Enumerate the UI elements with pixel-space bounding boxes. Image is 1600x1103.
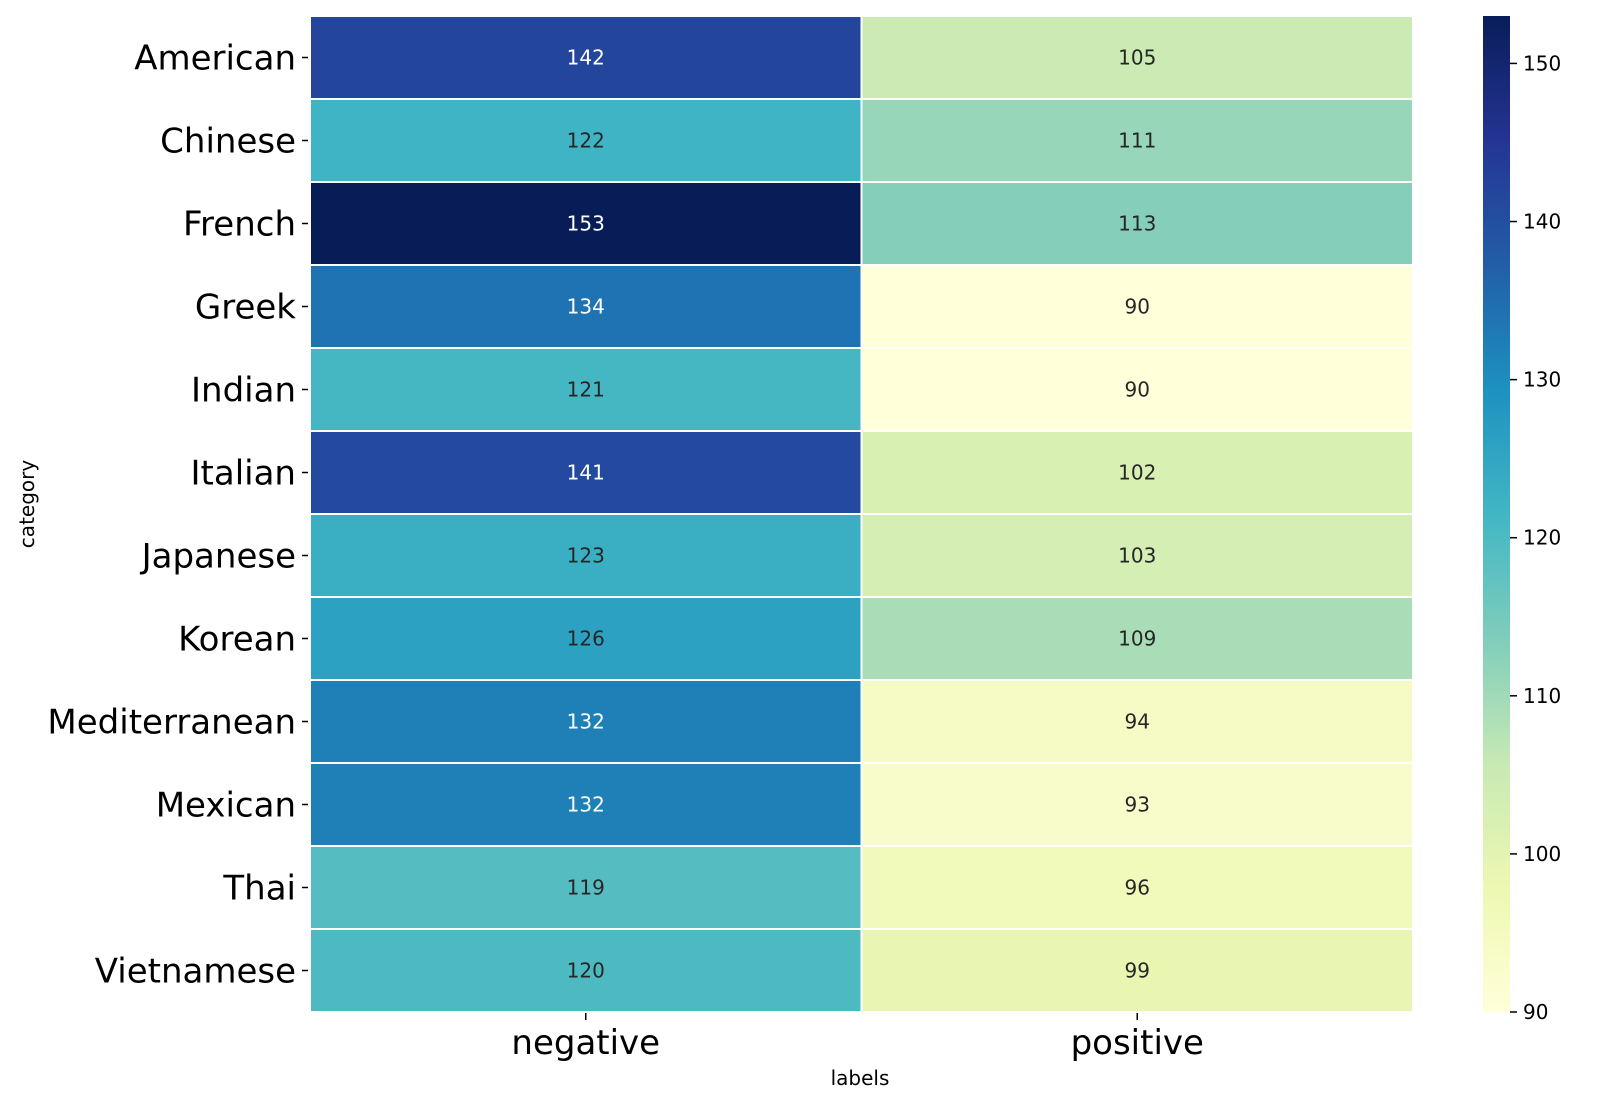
cell-value-label: 123 [567, 544, 605, 568]
y-tick-label: Greek [195, 288, 296, 328]
colorbar-tick-label: 120 [1523, 526, 1561, 550]
colorbar: 90 100 110 120 130 140 150 [1483, 16, 1561, 1024]
cell-annotations: 142 105 122 111 153 113 134 90 121 90 141 102 123 103… [567, 46, 1157, 983]
x-tick-label: negative [511, 1023, 660, 1063]
cell-value-label: 134 [567, 295, 605, 319]
colorbar-tick-label: 150 [1523, 51, 1561, 75]
cell-value-label: 121 [567, 378, 605, 402]
cell-value-label: 126 [567, 627, 605, 651]
cell-value-label: 90 [1125, 378, 1150, 402]
heatmap-cell [860, 762, 1414, 847]
heatmap-cell [309, 845, 863, 930]
y-tick-label: American [134, 39, 296, 79]
y-tick-label: Vietnamese [95, 952, 296, 992]
y-tick-label: Mediterranean [47, 703, 296, 743]
heatmap-cell [860, 679, 1414, 764]
y-axis-title: category [15, 460, 39, 549]
cell-value-label: 102 [1118, 461, 1156, 485]
heatmap-cell [309, 15, 863, 100]
cell-value-label: 94 [1125, 710, 1150, 734]
heatmap-cell [860, 845, 1414, 930]
y-tick-label: Italian [191, 454, 296, 494]
cell-value-label: 96 [1125, 876, 1150, 900]
y-tick-label: Mexican [156, 786, 296, 826]
y-tick-label: Thai [222, 869, 296, 909]
cell-value-label: 90 [1125, 295, 1150, 319]
y-tick-label: Indian [191, 371, 296, 411]
y-tick-label: Japanese [140, 537, 296, 577]
y-tick-label: Chinese [160, 122, 296, 162]
heatmap-cell [860, 98, 1414, 183]
cell-value-label: 109 [1118, 627, 1156, 651]
cell-value-label: 132 [567, 710, 605, 734]
heatmap-cells [309, 15, 1414, 1013]
cell-value-label: 105 [1118, 46, 1156, 70]
heatmap-cell [309, 679, 863, 764]
colorbar-tick-label: 90 [1523, 1000, 1548, 1024]
cell-value-label: 93 [1125, 793, 1150, 817]
heatmap-cell [860, 596, 1414, 681]
cell-value-label: 153 [567, 212, 605, 236]
heatmap-cell [860, 347, 1414, 432]
cell-value-label: 142 [567, 46, 605, 70]
y-tick-label: French [183, 205, 296, 245]
heatmap-cell [860, 430, 1414, 515]
heatmap-cell [309, 513, 863, 598]
colorbar-tick-label: 130 [1523, 368, 1561, 392]
colorbar-tick-label: 100 [1523, 842, 1561, 866]
cell-value-label: 120 [567, 959, 605, 983]
cell-value-label: 141 [567, 461, 605, 485]
heatmap-cell [860, 928, 1414, 1013]
cell-value-label: 119 [567, 876, 605, 900]
y-axis: American Chinese French Greek Indian Italian J… [47, 39, 308, 992]
heatmap-cell [860, 264, 1414, 349]
heatmap-cell [309, 762, 863, 847]
cell-value-label: 122 [567, 129, 605, 153]
heatmap-cell [860, 15, 1414, 100]
heatmap-cell [309, 928, 863, 1013]
x-axis: negative positive [511, 1013, 1204, 1063]
heatmap-cell [860, 513, 1414, 598]
cell-value-label: 113 [1118, 212, 1156, 236]
heatmap-cell [860, 181, 1414, 266]
heatmap-cell [309, 181, 863, 266]
heatmap-cell [309, 98, 863, 183]
colorbar-tick-label: 140 [1523, 210, 1561, 234]
x-axis-title: labels [831, 1066, 890, 1090]
colorbar-tick-label: 110 [1523, 684, 1561, 708]
x-tick-label: positive [1071, 1023, 1204, 1063]
cell-value-label: 99 [1125, 959, 1150, 983]
cell-value-label: 132 [567, 793, 605, 817]
y-tick-label: Korean [178, 620, 296, 660]
colorbar-gradient [1483, 16, 1510, 1012]
cell-value-label: 103 [1118, 544, 1156, 568]
cell-value-label: 111 [1118, 129, 1156, 153]
